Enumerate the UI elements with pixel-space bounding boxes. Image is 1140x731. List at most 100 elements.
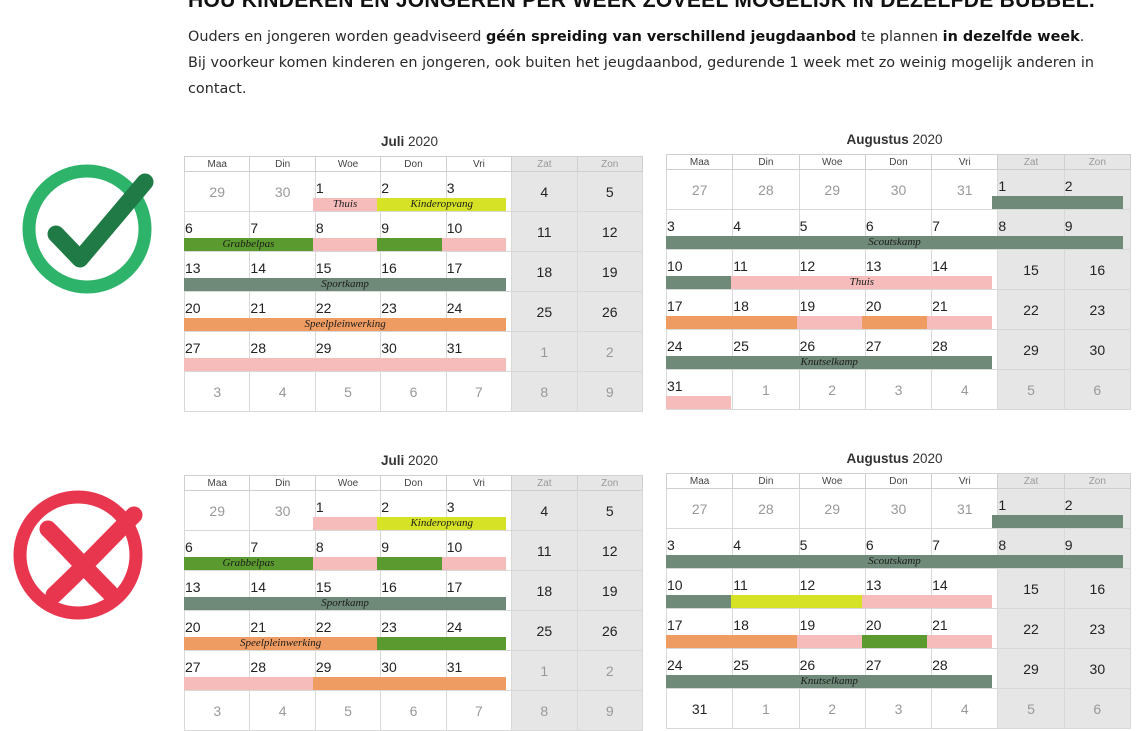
calendar-day-cell: 1 (732, 688, 800, 729)
day-number: 12 (799, 258, 816, 274)
day-number: 9 (605, 384, 614, 400)
day-number: 30 (381, 659, 397, 675)
day-number: 31 (956, 182, 973, 198)
day-number: 25 (536, 623, 553, 639)
day-number: 22 (1023, 621, 1039, 637)
day-number: 20 (185, 300, 201, 316)
day-number: 3 (667, 537, 675, 553)
calendar-day-cell: 29 (183, 490, 251, 531)
calendar-day-cell: 11 (732, 249, 800, 290)
day-number: 19 (601, 264, 618, 280)
day-number: 28 (932, 657, 948, 673)
calendar-day-cell: 1 (732, 369, 800, 410)
calendar-title: Augustus 2020 (666, 451, 1123, 469)
calendar-week-row: 13 14 15 16 17 18 19 (183, 570, 643, 611)
day-number: 16 (1089, 581, 1106, 597)
day-number: 29 (209, 503, 225, 519)
calendar-day-cell: 3 (445, 490, 513, 531)
calendar-month: Augustus (846, 451, 909, 466)
calendar-day-cell: 4 (931, 688, 999, 729)
calendar-day-cell: 8 (997, 209, 1065, 250)
day-number: 13 (185, 260, 201, 276)
calendar-day-cell: 6 (380, 690, 447, 731)
day-number: 5 (799, 218, 808, 234)
calendar-day-cell: 9 (1063, 209, 1131, 250)
weekday-header: Don (864, 154, 933, 170)
day-number: 14 (250, 579, 266, 595)
day-number: 7 (250, 539, 259, 555)
day-number: 11 (733, 258, 748, 274)
calendar-day-cell: 5 (576, 490, 643, 531)
calendar-day-cell: 1 (314, 490, 382, 531)
calendar-day-cell: 4 (511, 490, 578, 531)
calendar-day-cell: 8 (314, 530, 382, 571)
calendar-day-cell: 19 (798, 289, 866, 330)
calendar-day-cell: 1 (314, 171, 382, 212)
weekday-header: Zon (1063, 154, 1131, 170)
day-number: 2 (828, 701, 837, 717)
day-number: 30 (274, 184, 291, 200)
day-number: 31 (956, 501, 973, 517)
calendar-day-cell: 19 (576, 570, 643, 611)
calendar-day-cell: 15 (314, 251, 382, 292)
day-number: 22 (315, 300, 332, 316)
day-number: 29 (824, 182, 840, 198)
calendar-day-cell: 6 (864, 209, 933, 250)
calendar-day-cell: 7 (931, 528, 999, 569)
calendar-day-cell: 22 (997, 289, 1065, 330)
calendar-day-cell: 27 (183, 650, 251, 691)
calendar-day-cell: 30 (380, 331, 447, 372)
calendar-day-cell: 3 (445, 171, 513, 212)
weekday-header: Zat (997, 154, 1065, 170)
calendar-day-cell: 4 (931, 369, 999, 410)
calendar-day-cell: 4 (732, 209, 800, 250)
calendar-week-row: 29 30 1 2 3 4 5 (183, 490, 643, 531)
calendar-day-cell: 24 (445, 610, 513, 651)
day-number: 18 (733, 298, 749, 314)
day-number: 6 (409, 384, 418, 400)
day-number: 9 (1064, 218, 1073, 234)
calendar-week-row: 27 28 29 30 31 1 2 (183, 650, 643, 691)
calendar-day-cell: 15 (997, 249, 1065, 290)
calendar-year: 2020 (407, 134, 439, 149)
day-number: 9 (1064, 537, 1073, 553)
calendar-week-row: 10 11 12 13 14 15 16 (665, 249, 1131, 290)
day-number: 21 (250, 619, 266, 635)
calendar-grid: Maa Din Woe Don Vri Zat Zon 27 28 29 30 31 1 2 3 4 5 6 7 8 9… (665, 473, 1131, 729)
day-number: 16 (1089, 262, 1106, 278)
calendar-day-cell: 1 (997, 488, 1065, 529)
day-number: 1 (540, 344, 549, 360)
checkmark-icon (22, 164, 154, 294)
calendar-day-cell: 24 (665, 329, 734, 370)
calendar-day-cell: 22 (314, 291, 382, 332)
day-number: 2 (1064, 497, 1073, 513)
calendar-day-cell: 2 (1063, 169, 1131, 210)
calendar-day-cell: 10 (445, 211, 513, 252)
calendar-day-cell: 11 (511, 530, 578, 571)
day-number: 16 (381, 260, 397, 276)
calendar-week-row: 24 25 26 27 28 29 30 (665, 648, 1131, 689)
calendar-day-cell: 30 (380, 650, 447, 691)
weekday-header: Don (380, 475, 447, 491)
weekday-header: Woe (314, 475, 382, 491)
calendar-day-cell: 20 (183, 610, 251, 651)
day-number: 30 (1089, 661, 1106, 677)
calendar-day-cell: 27 (183, 331, 251, 372)
day-number: 10 (667, 258, 683, 274)
weekday-header: Maa (665, 154, 734, 170)
calendar-day-cell: 9 (1063, 528, 1131, 569)
day-number: 30 (890, 182, 907, 198)
day-number: 6 (1093, 382, 1102, 398)
calendar-day-cell: 18 (732, 608, 800, 649)
calendar-day-cell: 5 (798, 209, 866, 250)
calendar-day-cell: 16 (380, 251, 447, 292)
calendar-day-cell: 11 (511, 211, 578, 252)
calendar-day-cell: 4 (249, 371, 316, 412)
day-number: 4 (278, 703, 287, 719)
day-number: 29 (209, 184, 225, 200)
calendar-day-cell: 25 (732, 648, 800, 689)
calendar-day-cell: 2 (380, 171, 447, 212)
day-number: 18 (536, 583, 553, 599)
calendar-day-cell: 2 (576, 650, 643, 691)
day-number: 3 (894, 701, 903, 717)
